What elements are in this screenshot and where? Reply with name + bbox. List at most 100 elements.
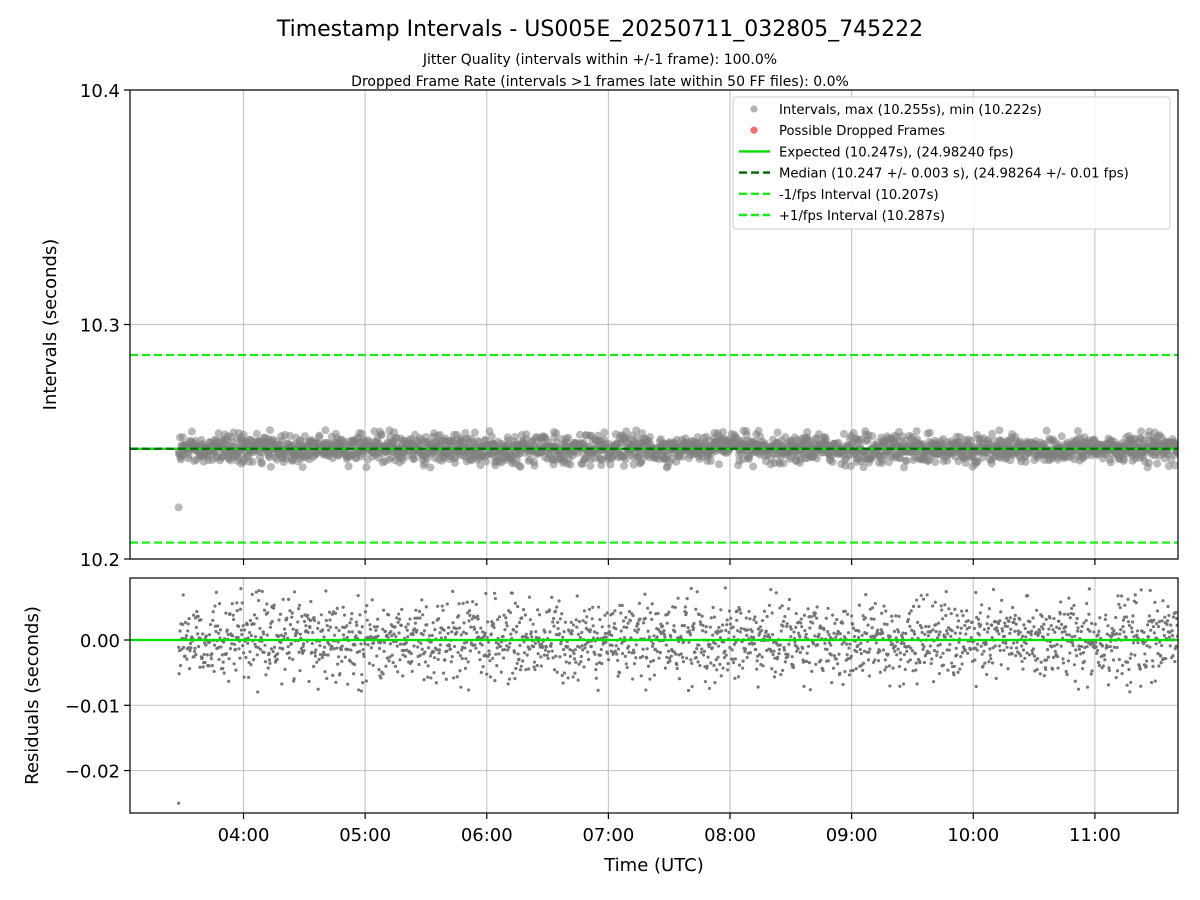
data-point xyxy=(1117,657,1121,662)
data-point xyxy=(924,624,928,629)
data-point xyxy=(952,664,957,669)
chart-title: Timestamp Intervals - US005E_20250711_03… xyxy=(276,17,923,42)
data-point xyxy=(181,622,185,627)
data-point xyxy=(758,625,762,629)
data-point xyxy=(730,648,734,652)
data-point xyxy=(632,426,641,435)
data-point xyxy=(262,650,266,654)
data-point xyxy=(745,655,749,659)
data-point xyxy=(445,602,449,606)
data-point xyxy=(417,609,422,613)
data-point xyxy=(1002,648,1006,652)
data-point xyxy=(1005,624,1010,629)
legend: Intervals, max (10.255s), min (10.222s)P… xyxy=(732,96,1171,230)
data-point xyxy=(211,610,215,614)
data-point xyxy=(987,607,992,611)
data-point xyxy=(762,609,767,613)
data-point xyxy=(1051,655,1056,660)
data-point xyxy=(851,668,855,673)
data-point xyxy=(655,635,659,639)
data-point xyxy=(925,428,934,437)
data-point xyxy=(579,660,583,664)
data-point xyxy=(1084,618,1088,623)
data-point xyxy=(586,461,595,470)
data-point xyxy=(1156,651,1160,656)
data-point xyxy=(857,629,861,633)
data-point xyxy=(239,628,243,632)
data-point xyxy=(882,604,886,608)
data-point xyxy=(1124,635,1128,639)
data-point xyxy=(859,463,868,472)
data-point xyxy=(277,634,281,638)
data-point xyxy=(306,630,310,635)
data-point xyxy=(418,653,423,657)
data-point xyxy=(486,620,490,624)
data-point xyxy=(178,664,183,668)
data-point xyxy=(571,675,575,679)
data-point xyxy=(248,618,253,623)
data-point xyxy=(563,653,567,657)
data-point xyxy=(1168,644,1172,648)
data-point xyxy=(969,635,973,640)
data-point xyxy=(330,644,334,649)
data-point xyxy=(1012,617,1016,621)
data-point xyxy=(876,628,880,632)
data-point xyxy=(787,597,792,602)
data-point xyxy=(426,675,430,679)
data-point xyxy=(485,636,489,640)
data-point xyxy=(471,600,475,604)
data-point xyxy=(648,677,652,681)
data-point xyxy=(1057,626,1061,631)
data-point xyxy=(620,461,629,470)
data-point xyxy=(423,660,428,664)
data-point xyxy=(439,636,443,640)
data-point xyxy=(663,635,667,639)
data-point xyxy=(1006,667,1010,671)
data-point xyxy=(996,621,1001,626)
data-point xyxy=(422,629,427,633)
data-point xyxy=(1089,672,1093,676)
data-point xyxy=(772,649,776,653)
data-point xyxy=(404,641,408,645)
data-point xyxy=(896,630,901,634)
data-point xyxy=(825,647,829,652)
data-point xyxy=(1152,618,1156,622)
data-point xyxy=(927,651,932,655)
data-point xyxy=(711,633,715,637)
data-point xyxy=(448,647,453,651)
data-point xyxy=(454,627,458,631)
data-point xyxy=(532,660,537,664)
data-point xyxy=(1171,654,1175,658)
data-point xyxy=(185,657,189,661)
data-point xyxy=(584,621,588,625)
data-point xyxy=(643,616,647,620)
data-point xyxy=(449,660,453,664)
data-point xyxy=(691,626,696,630)
data-point xyxy=(411,633,415,637)
data-point xyxy=(949,612,953,616)
data-point xyxy=(1073,634,1077,638)
data-point xyxy=(1163,615,1167,619)
data-point xyxy=(1018,617,1022,621)
data-point xyxy=(252,622,256,626)
data-point xyxy=(573,648,577,652)
data-point xyxy=(479,626,483,630)
data-point xyxy=(751,635,756,639)
data-point xyxy=(954,646,958,650)
data-point xyxy=(734,640,738,644)
data-point xyxy=(237,624,241,628)
data-point xyxy=(1171,615,1176,619)
data-point xyxy=(832,654,837,658)
data-point xyxy=(649,660,653,664)
data-point xyxy=(863,616,867,620)
data-point xyxy=(955,653,959,657)
data-point xyxy=(599,647,603,652)
data-point xyxy=(921,597,926,601)
data-point xyxy=(1028,620,1032,624)
data-point xyxy=(846,612,850,616)
data-point xyxy=(427,634,432,638)
data-point xyxy=(600,625,604,629)
data-point xyxy=(213,604,217,608)
data-point xyxy=(340,659,344,663)
data-point xyxy=(394,634,398,639)
